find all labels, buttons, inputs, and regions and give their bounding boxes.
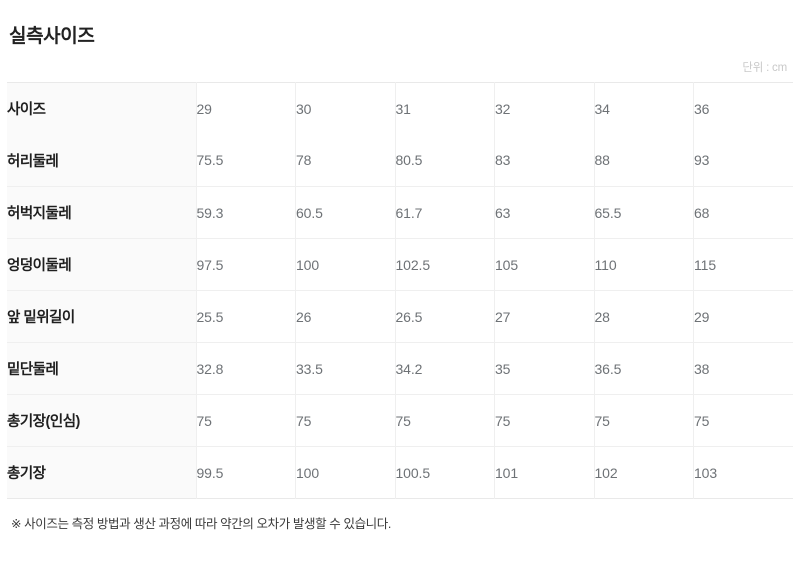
cell-value: 59.3 — [196, 186, 296, 239]
cell-value: 61.7 — [395, 186, 495, 239]
row-label: 앞 밑위길이 — [7, 290, 197, 343]
page-title: 실측사이즈 — [9, 26, 95, 47]
cell-value: 110 — [594, 238, 694, 291]
header-cell-size-36: 36 — [693, 82, 793, 135]
unit-row: 단위 : cm — [7, 50, 793, 82]
cell-value: 100 — [295, 446, 396, 499]
cell-value: 80.5 — [395, 134, 495, 187]
cell-value: 75 — [693, 394, 793, 447]
cell-value: 65.5 — [594, 186, 694, 239]
cell-value: 26 — [295, 290, 396, 343]
cell-value: 102 — [594, 446, 694, 499]
row-label: 총기장(인심) — [7, 394, 197, 447]
header-cell-size-34: 34 — [594, 82, 694, 135]
cell-value: 75 — [196, 394, 296, 447]
cell-value: 38 — [693, 342, 793, 395]
cell-value: 35 — [494, 342, 595, 395]
header-cell-size: 사이즈 — [7, 82, 197, 135]
table-row: 밑단둘레 32.8 33.5 34.2 35 36.5 38 — [7, 342, 793, 395]
cell-value: 75 — [594, 394, 694, 447]
cell-value: 75 — [494, 394, 595, 447]
cell-value: 88 — [594, 134, 694, 187]
cell-value: 115 — [693, 238, 793, 291]
cell-value: 75 — [395, 394, 495, 447]
cell-value: 33.5 — [295, 342, 396, 395]
cell-value: 75 — [295, 394, 396, 447]
footnote: ※ 사이즈는 측정 방법과 생산 과정에 따라 약간의 오차가 발생할 수 있습… — [11, 517, 391, 531]
cell-value: 34.2 — [395, 342, 495, 395]
cell-value: 29 — [693, 290, 793, 343]
header-cell-size-30: 30 — [295, 82, 396, 135]
row-label: 엉덩이둘레 — [7, 238, 197, 291]
table-header-row: 사이즈 29 30 31 32 34 36 — [7, 82, 793, 135]
cell-value: 83 — [494, 134, 595, 187]
header-cell-size-31: 31 — [395, 82, 495, 135]
cell-value: 32.8 — [196, 342, 296, 395]
cell-value: 97.5 — [196, 238, 296, 291]
cell-value: 25.5 — [196, 290, 296, 343]
cell-value: 26.5 — [395, 290, 495, 343]
table-header: 사이즈 29 30 31 32 34 36 — [7, 82, 793, 135]
cell-value: 27 — [494, 290, 595, 343]
row-label: 허리둘레 — [7, 134, 197, 187]
cell-value: 63 — [494, 186, 595, 239]
table-row: 허벅지둘레 59.3 60.5 61.7 63 65.5 68 — [7, 186, 793, 239]
table-row: 허리둘레 75.5 78 80.5 83 88 93 — [7, 134, 793, 187]
table-row: 엉덩이둘레 97.5 100 102.5 105 110 115 — [7, 238, 793, 291]
measurement-table: 사이즈 29 30 31 32 34 36 허리둘레 75.5 78 80.5 … — [7, 82, 793, 499]
cell-value: 78 — [295, 134, 396, 187]
cell-value: 75.5 — [196, 134, 296, 187]
cell-value: 103 — [693, 446, 793, 499]
row-label: 허벅지둘레 — [7, 186, 197, 239]
row-label: 총기장 — [7, 446, 197, 499]
table-row: 총기장 99.5 100 100.5 101 102 103 — [7, 446, 793, 499]
cell-value: 68 — [693, 186, 793, 239]
table-body: 허리둘레 75.5 78 80.5 83 88 93 허벅지둘레 59.3 60… — [7, 134, 793, 499]
cell-value: 100.5 — [395, 446, 495, 499]
unit-label: 단위 : cm — [742, 62, 787, 74]
cell-value: 28 — [594, 290, 694, 343]
table-row: 앞 밑위길이 25.5 26 26.5 27 28 29 — [7, 290, 793, 343]
cell-value: 105 — [494, 238, 595, 291]
header-cell-size-32: 32 — [494, 82, 595, 135]
table-row: 총기장(인심) 75 75 75 75 75 75 — [7, 394, 793, 447]
cell-value: 36.5 — [594, 342, 694, 395]
header-cell-size-29: 29 — [196, 82, 296, 135]
row-label: 밑단둘레 — [7, 342, 197, 395]
cell-value: 60.5 — [295, 186, 396, 239]
cell-value: 102.5 — [395, 238, 495, 291]
cell-value: 93 — [693, 134, 793, 187]
cell-value: 99.5 — [196, 446, 296, 499]
cell-value: 101 — [494, 446, 595, 499]
cell-value: 100 — [295, 238, 396, 291]
